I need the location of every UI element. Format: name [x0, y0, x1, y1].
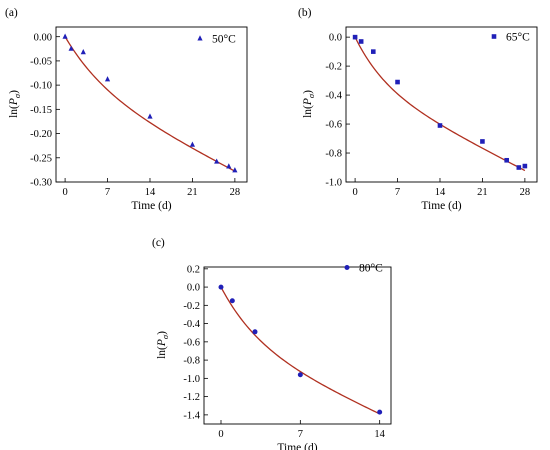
x-tick-label: 14 [145, 187, 156, 198]
x-tick-label: 7 [105, 187, 110, 198]
data-point [395, 79, 400, 85]
legend-label: 50°C [212, 34, 236, 46]
data-point [232, 167, 238, 173]
x-tick-label: 0 [218, 429, 223, 440]
legend-label: 65°C [506, 32, 530, 44]
x-tick-label: 21 [477, 187, 488, 198]
legend: 65°C [491, 32, 530, 44]
y-tick-label: -0.2 [325, 62, 342, 73]
y-tick-label: -1.0 [325, 178, 342, 189]
legend: 50°C [197, 34, 236, 46]
data-point [358, 39, 364, 44]
y-tick-label: -0.2 [183, 301, 200, 312]
data-point [491, 34, 497, 39]
legend: 80°C [344, 263, 383, 275]
x-tick-label: 7 [298, 429, 303, 440]
data-point [522, 163, 528, 169]
x-tick-label: 14 [374, 429, 385, 440]
x-axis-label: Time (d) [421, 200, 461, 212]
plot-frame [203, 266, 392, 425]
fit-curve [354, 36, 526, 172]
data-point [437, 123, 443, 128]
y-tick-label: 0.2 [187, 264, 200, 275]
y-tick-label: -1.2 [183, 392, 200, 403]
data-point [352, 34, 358, 40]
fit-curve [220, 286, 380, 415]
y-tick-label: -0.6 [325, 120, 342, 131]
data-point [147, 113, 153, 119]
x-tick-label: 21 [187, 187, 198, 198]
data-point [516, 165, 522, 170]
data-point [504, 157, 509, 163]
chart-panel-b: 0 7 14 21 28 0.0 -0.2 -0.4 -0.6 -0.8 -1.0 Time (d) l… [298, 7, 538, 212]
data-point [480, 139, 485, 144]
y-tick-label: -0.4 [325, 91, 342, 102]
y-tick-label: -0.8 [183, 356, 200, 367]
x-tick-label: 0 [62, 187, 67, 198]
data-point [62, 33, 68, 39]
x-tick-label: 7 [395, 187, 400, 198]
y-tick-label: 0.0 [187, 283, 200, 294]
y-tick-label: -1.4 [183, 410, 200, 421]
y-tick-label: -0.20 [30, 129, 52, 140]
y-tick-label: -0.15 [30, 105, 52, 116]
data-point [214, 158, 220, 164]
data-point [229, 298, 235, 304]
data-point [226, 163, 232, 169]
y-tick-label: -0.10 [30, 81, 52, 92]
y-tick-label: -0.30 [30, 178, 52, 189]
y-tick-label: 0.0 [329, 33, 342, 44]
data-point [197, 35, 203, 41]
y-tick-label: -1.0 [183, 374, 200, 385]
x-tick-label: 14 [435, 187, 446, 198]
y-tick-label: -0.8 [325, 149, 342, 160]
data-point [252, 329, 258, 335]
chart-panel-a: 0 7 14 21 28 0.00 -0.05 -0.10 -0.15 -0.20 -0.25 -0.… [5, 7, 248, 212]
x-tick-label: 0 [352, 187, 357, 198]
x-axis-label: Time (d) [277, 442, 317, 450]
plot-frame [55, 26, 248, 183]
fit-curve [64, 36, 236, 172]
y-tick-label: -0.25 [30, 153, 52, 164]
data-point [80, 48, 86, 55]
data-point [104, 76, 111, 82]
panel-label: (a) [5, 7, 18, 19]
y-tick-label: -0.05 [30, 57, 52, 68]
legend-label: 80°C [359, 263, 383, 275]
data-point [297, 372, 303, 378]
panel-label: (b) [298, 7, 312, 19]
data-point [370, 49, 376, 54]
x-axis-label: Time (d) [131, 200, 171, 212]
data-point [68, 45, 74, 51]
data-point [377, 409, 383, 415]
data-point [189, 141, 196, 147]
y-axis-label: ln(Pσ) [8, 90, 22, 118]
y-tick-label: -0.4 [183, 319, 200, 330]
x-tick-label: 28 [520, 187, 531, 198]
plot-frame [345, 26, 538, 183]
y-tick-label: 0.00 [34, 32, 52, 43]
chart-panel-c: 0 7 14 0.2 0.0 -0.2 -0.4 -0.6 -0.8 -1.0 -1.2 -1.4 Ti… [152, 237, 392, 450]
data-point [344, 265, 350, 270]
y-axis-label: ln(Pσ) [302, 90, 316, 118]
x-tick-label: 28 [230, 187, 241, 198]
panel-label: (c) [152, 237, 165, 249]
data-point [218, 284, 224, 290]
y-tick-label: -0.6 [183, 337, 200, 348]
y-axis-label: ln(Pσ) [156, 331, 170, 359]
